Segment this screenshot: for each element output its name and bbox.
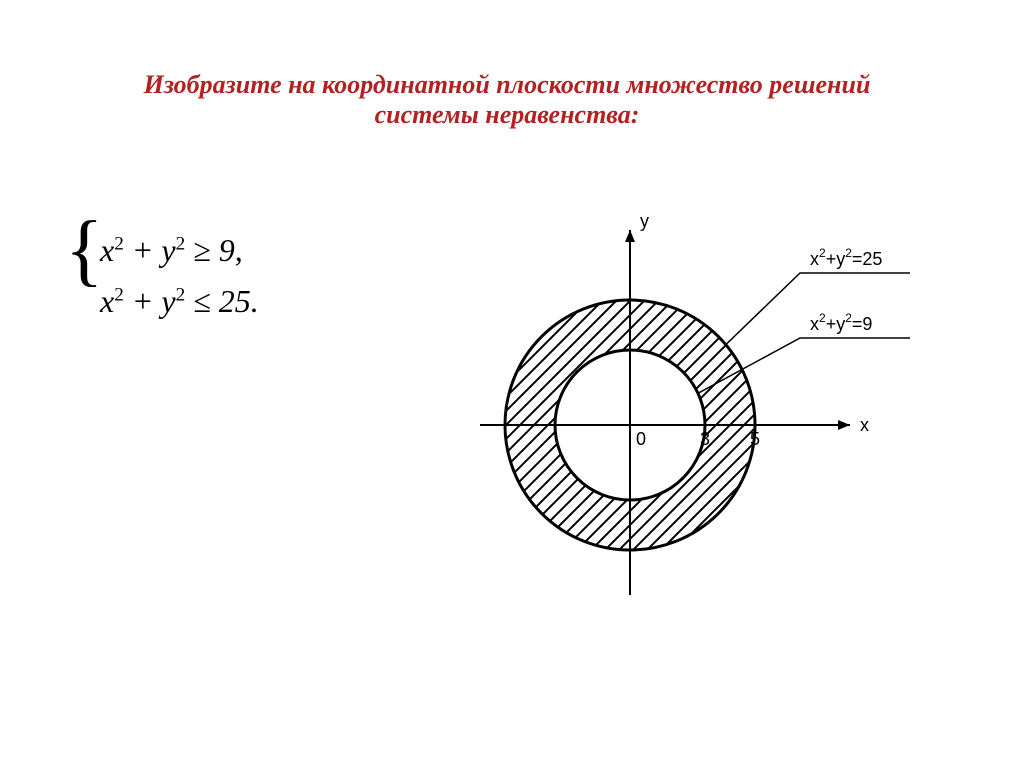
system-brace: { <box>65 205 103 296</box>
tick-origin: 0 <box>636 429 646 449</box>
inequality-line-2: x2 + y2 ≤ 25. <box>100 276 259 327</box>
outer-circle-label: x2+y2=25 <box>810 246 882 269</box>
inner-label-leader <box>698 338 910 393</box>
x-axis-arrow <box>838 420 850 430</box>
inequality-line-1: x2 + y2 ≥ 9, <box>100 225 259 276</box>
y-axis-arrow <box>625 230 635 242</box>
y-axis-label: y <box>640 211 649 231</box>
inequality-system: { x2 + y2 ≥ 9, x2 + y2 ≤ 25. <box>75 225 259 327</box>
x-axis-label: x <box>860 415 869 435</box>
tick-r1: 3 <box>700 429 710 449</box>
inner-circle-label: x2+y2=9 <box>810 311 872 334</box>
tick-r2: 5 <box>750 429 760 449</box>
page-title: Изобразите на координатной плоскости мно… <box>90 70 924 130</box>
annulus-diagram: x y 0 3 5 x2+y2=25 x2+y2=9 <box>430 200 910 600</box>
